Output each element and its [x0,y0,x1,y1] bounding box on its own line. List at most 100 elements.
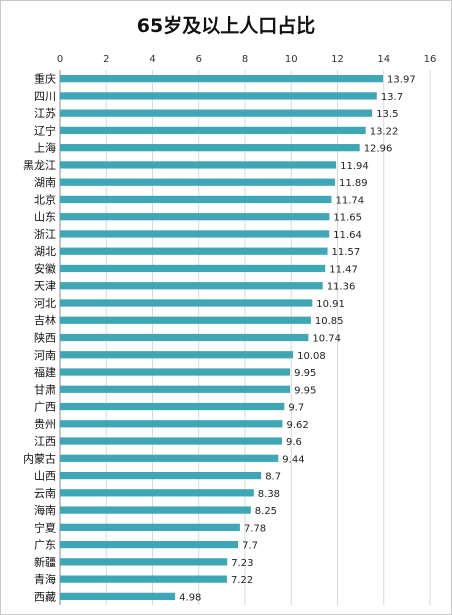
category-label: 北京 [34,192,56,206]
category-label: 安徽 [34,261,56,275]
x-tick-label: 6 [196,54,202,65]
bar [60,351,294,359]
bar [60,489,254,497]
category-label: 辽宁 [34,123,56,137]
value-label: 13.5 [376,109,398,120]
category-label: 西藏 [34,590,56,603]
value-label: 7.22 [231,575,253,586]
bar [60,213,330,221]
value-label: 13.7 [381,92,403,103]
bar [60,264,326,273]
category-label: 吉林 [34,313,56,327]
value-label: 11.47 [329,264,358,275]
category-label: 青海 [34,572,56,586]
value-label: 11.89 [339,178,368,189]
value-label: 11.65 [333,213,362,224]
x-tick-label: 8 [242,54,248,65]
value-label: 9.6 [286,437,302,448]
value-label: 13.22 [370,126,399,137]
category-label: 山东 [34,211,56,224]
value-label: 12.96 [364,144,393,155]
x-tick-label: 12 [331,54,344,65]
value-label: 7.7 [242,541,258,552]
value-label: 11.36 [327,282,356,293]
x-tick-label: 10 [285,54,298,65]
value-label: 7.23 [231,558,253,569]
x-tick-label: 4 [149,54,155,65]
category-label: 新疆 [34,555,56,569]
category-label: 湖北 [34,245,56,258]
category-label: 宁夏 [34,520,56,534]
value-label: 8.7 [265,472,281,483]
value-label: 10.91 [316,299,345,310]
bar [60,506,251,514]
bar [60,454,279,462]
x-tick-label: 16 [424,54,437,65]
bar [60,368,291,376]
category-label: 湖南 [34,176,56,189]
bar [60,282,323,290]
category-label: 贵州 [34,418,56,431]
category-label: 内蒙古 [23,451,56,465]
category-label: 陕西 [34,331,56,345]
value-label: 9.62 [286,420,308,431]
bar [60,161,337,169]
value-label: 11.57 [332,247,361,258]
value-label: 10.08 [297,351,326,362]
value-label: 9.95 [294,368,316,379]
bar [60,316,311,324]
value-label: 9.95 [294,385,316,396]
value-label: 8.25 [255,506,277,517]
category-label: 甘肃 [34,383,56,396]
bar [60,437,282,445]
value-labels: 13.97 13.7 13.5 13.22 12.96 11.94 11.89 11.74 11… [179,75,416,604]
category-label: 福建 [34,365,56,379]
x-tick-label: 2 [103,54,109,65]
category-label: 山西 [34,470,56,483]
chart-title: 65岁及以上人口占比 [137,14,315,37]
bar [60,402,285,411]
bar [60,558,228,566]
bar [60,592,176,600]
category-label: 广西 [34,401,56,414]
value-label: 8.38 [258,489,280,500]
bar [60,540,239,549]
category-label: 江苏 [34,107,56,120]
bar [60,230,330,238]
x-tick-label: 0 [57,54,63,65]
bars [60,75,384,600]
value-label: 10.74 [312,334,341,345]
bar [60,523,240,531]
category-label: 海南 [34,503,56,517]
bar [60,109,373,117]
value-label: 11.74 [335,195,364,206]
bar [60,195,332,204]
value-label: 7.78 [244,523,266,534]
value-label: 11.64 [333,230,362,241]
x-tick-label: 14 [377,54,390,65]
category-label: 河南 [34,349,56,362]
bar [60,247,328,255]
category-label: 天津 [34,280,56,293]
category-label: 上海 [34,141,56,155]
value-label: 9.44 [282,454,304,465]
bar [60,471,262,480]
category-labels: 重庆四川江苏辽宁上海黑龙江湖南北京山东浙江湖北安徽天津河北吉林陕西河南福建甘肃广… [23,72,56,604]
bar [60,178,335,186]
bar [60,126,366,135]
bar [60,92,377,100]
category-label: 浙江 [34,228,56,241]
bar [60,420,283,428]
value-label: 4.98 [179,592,201,603]
category-label: 江西 [34,435,56,448]
category-label: 广东 [34,539,56,552]
value-label: 10.85 [315,316,344,327]
x-axis-ticks: 0 2 4 6 8 10 12 14 16 [57,54,437,65]
bar [60,299,313,307]
value-label: 9.7 [288,403,304,414]
category-label: 云南 [34,487,56,500]
category-label: 黑龙江 [23,159,56,172]
category-label: 四川 [34,90,56,103]
bar [60,333,309,342]
